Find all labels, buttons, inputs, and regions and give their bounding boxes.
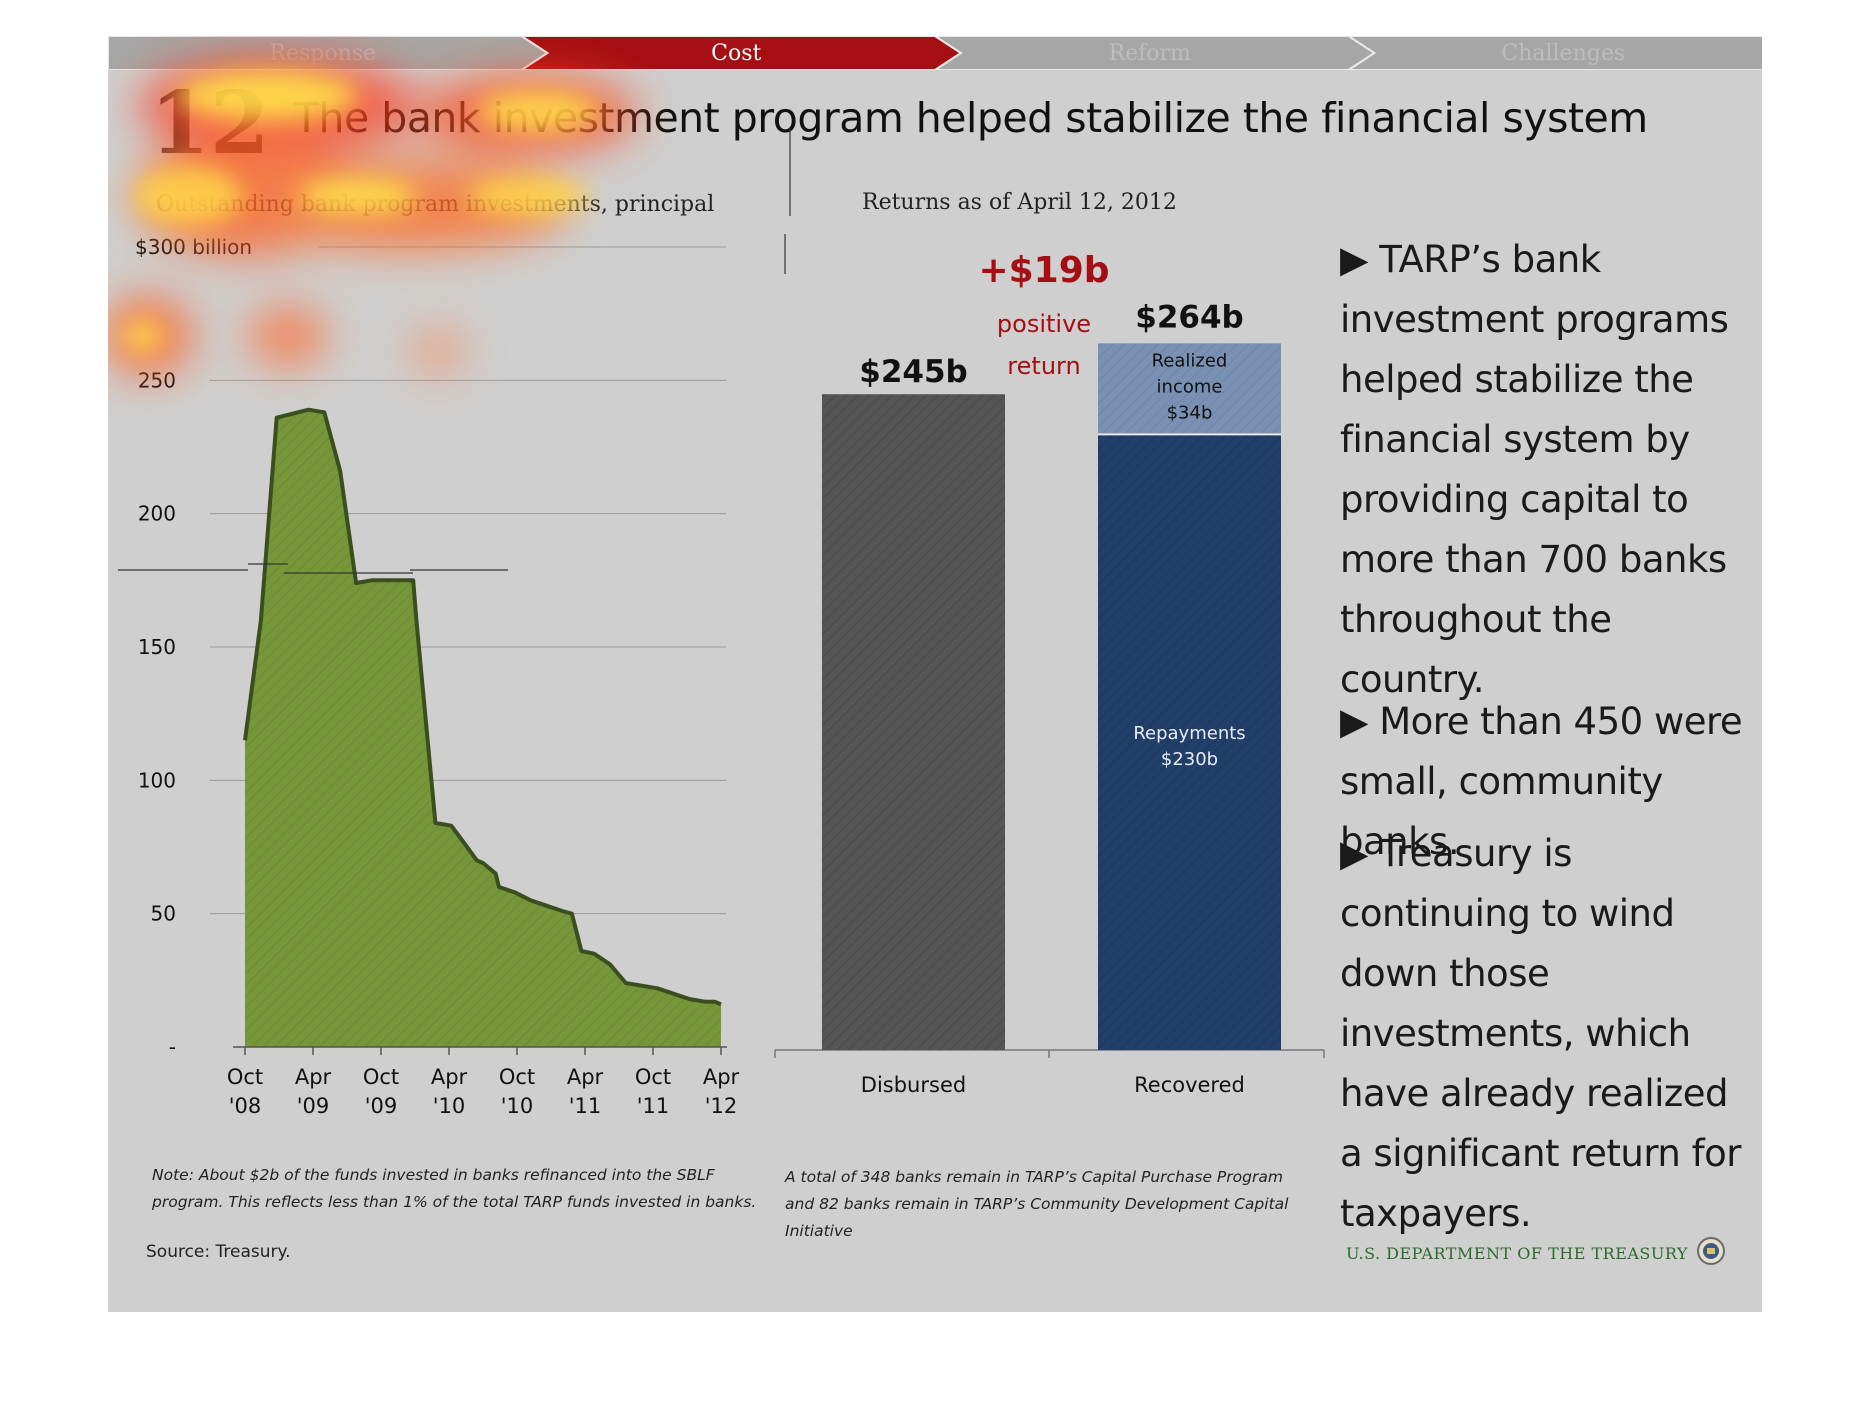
left-chart-note: Note: About $2b of the funds invested in…: [152, 1166, 757, 1211]
y-tick-label: 150: [138, 635, 176, 659]
triangle-bullet-icon: ▶: [1340, 238, 1368, 281]
bullet-2-text: More than 450 were small, community bank…: [1340, 700, 1743, 863]
x-tick-label: Oct '10: [499, 1065, 535, 1118]
y-tick-label: 250: [138, 368, 176, 392]
y-tick-label: 50: [151, 902, 176, 926]
nav-tab-reform[interactable]: [933, 36, 1377, 70]
source-note: Source: Treasury.: [146, 1242, 291, 1262]
x-tick-label: Oct '08: [227, 1065, 263, 1118]
bar-disbursed: [822, 394, 1005, 1050]
nav-tab-label[interactable]: Reform: [1109, 41, 1191, 66]
treasury-seal-icon: [1697, 1237, 1725, 1265]
y-tick-label-top: $300 billion: [135, 235, 252, 259]
bar-segment-repayments: [1098, 434, 1281, 1050]
total-label-disbursed: $245b: [859, 354, 967, 390]
x-tick-label: Apr '12: [703, 1065, 740, 1118]
x-tick-label: Oct '09: [363, 1065, 399, 1118]
y-tick-label: 100: [138, 768, 176, 792]
nav-tab-label[interactable]: Challenges: [1501, 41, 1625, 66]
y-tick-label: 200: [138, 502, 176, 526]
total-label-recovered: $264b: [1135, 299, 1243, 335]
triangle-bullet-icon: ▶: [1340, 700, 1368, 743]
area-series-outstanding-investments: [245, 409, 721, 1047]
bar-category-label: Recovered: [1134, 1073, 1245, 1097]
x-tick-label: Apr '09: [295, 1065, 332, 1118]
area-series-outline: [243, 407, 722, 1007]
nav-tab-cost[interactable]: [519, 36, 963, 70]
treasury-wordmark: U.S. DEPARTMENT OF THE TREASURY: [1346, 1244, 1688, 1263]
x-tick-label: Oct '11: [635, 1065, 671, 1118]
bullet-3: ▶ Treasury is continuing to wind down th…: [1340, 824, 1750, 1244]
positive-return-text: positive return: [997, 310, 1091, 380]
bar-category-label: Disbursed: [861, 1073, 966, 1097]
bullet-3-text: Treasury is continuing to wind down thos…: [1340, 832, 1742, 1235]
right-chart-subtitle: Returns as of April 12, 2012: [862, 190, 1177, 215]
y-tick-label: -: [169, 1035, 176, 1059]
bullet-2: ▶ More than 450 were small, community ba…: [1340, 692, 1750, 872]
triangle-bullet-icon: ▶: [1340, 832, 1368, 875]
nav-tab-label[interactable]: Cost: [711, 41, 761, 66]
positive-return-value: +$19b: [978, 250, 1109, 291]
bullet-1: ▶ TARP’s bank investment programs helped…: [1340, 230, 1750, 710]
charts-canvas: - 50 100 150 200 250 $300 billion Oct '08 Apr '09 O…: [118, 128, 1325, 1118]
x-tick-label: Apr '11: [567, 1065, 604, 1118]
realized-income-label: Realized income $34b: [1152, 350, 1228, 423]
right-chart-note: A total of 348 banks remain in TARP’s Ca…: [785, 1168, 1289, 1240]
bullet-1-text: TARP’s bank investment programs helped s…: [1340, 238, 1729, 701]
repayments-label: Repayments $230b: [1133, 723, 1245, 770]
x-tick-label: Apr '10: [431, 1065, 468, 1118]
bar-segment-realized-income: [1098, 343, 1281, 435]
slide: Response Cost Reform Challenges 12 The bank…: [108, 36, 1762, 1312]
nav-tab-challenges[interactable]: [1346, 36, 1763, 70]
